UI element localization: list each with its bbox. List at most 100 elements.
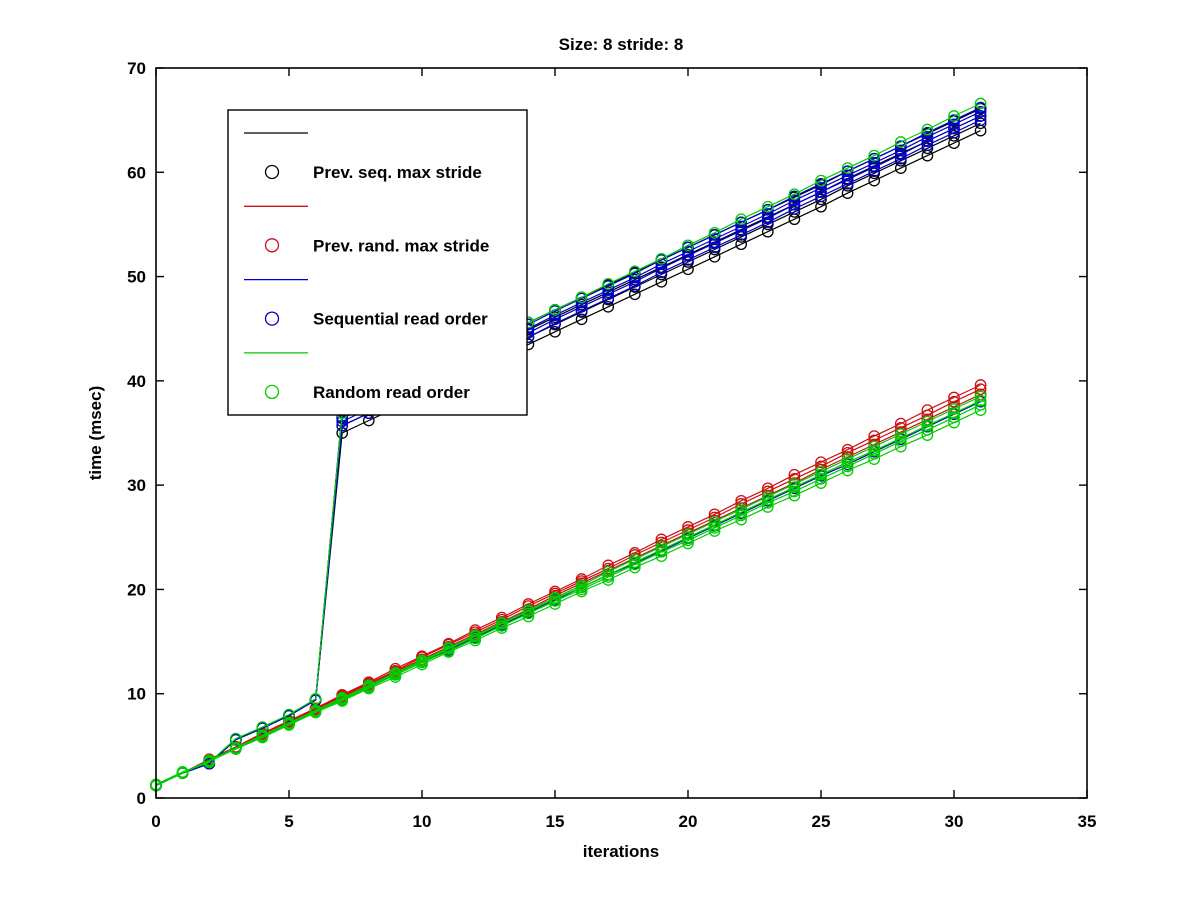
legend-marker-sample bbox=[264, 164, 280, 180]
data-point-marker bbox=[628, 280, 641, 292]
y-tick-label: 30 bbox=[127, 476, 146, 495]
data-point-marker bbox=[894, 148, 907, 161]
data-point-marker bbox=[549, 304, 561, 316]
data-point-marker bbox=[442, 641, 455, 654]
data-point-marker bbox=[655, 262, 668, 275]
data-point-marker bbox=[708, 241, 721, 254]
data-point-marker bbox=[761, 212, 774, 225]
data-point-marker bbox=[628, 271, 641, 284]
data-point-marker bbox=[602, 559, 615, 572]
data-point-marker bbox=[868, 174, 881, 187]
y-tick-label: 20 bbox=[127, 580, 146, 599]
data-point-marker bbox=[522, 598, 535, 610]
x-tick-label: 10 bbox=[413, 812, 432, 831]
data-point-marker bbox=[921, 139, 934, 152]
data-point-marker bbox=[948, 395, 960, 408]
y-tick-label: 10 bbox=[127, 685, 146, 704]
data-point-marker bbox=[921, 135, 934, 147]
data-point-marker bbox=[575, 291, 588, 304]
x-tick-label: 0 bbox=[151, 812, 160, 831]
data-point-marker bbox=[868, 149, 881, 162]
x-tick-label: 35 bbox=[1078, 812, 1097, 831]
data-point-marker bbox=[761, 497, 774, 509]
data-point-marker bbox=[868, 444, 881, 457]
data-point-marker bbox=[708, 226, 721, 239]
data-point-marker bbox=[921, 424, 934, 436]
data-point-marker bbox=[682, 528, 694, 541]
legend-entry: Random read order bbox=[244, 352, 470, 402]
data-point-marker bbox=[761, 482, 774, 495]
legend-entry-label: Prev. rand. max stride bbox=[313, 236, 489, 255]
data-point-marker bbox=[735, 238, 748, 251]
data-point-marker bbox=[948, 126, 960, 139]
legend-entry: Sequential read order bbox=[244, 278, 488, 329]
data-point-marker bbox=[575, 313, 588, 326]
data-point-marker bbox=[841, 443, 854, 456]
data-point-marker bbox=[788, 202, 801, 215]
data-point-marker bbox=[176, 766, 189, 778]
data-point-marker bbox=[788, 478, 801, 490]
data-point-marker bbox=[868, 161, 881, 173]
x-axis-label: iterations bbox=[583, 842, 660, 861]
data-point-marker bbox=[708, 515, 721, 528]
data-point-marker bbox=[602, 292, 615, 305]
legend-marker-sample bbox=[264, 311, 280, 326]
data-point-marker bbox=[974, 101, 987, 114]
data-point-marker bbox=[575, 305, 588, 317]
data-point-marker bbox=[868, 440, 881, 453]
data-point-marker bbox=[894, 162, 907, 174]
data-point-marker bbox=[788, 194, 801, 207]
data-point-marker bbox=[309, 704, 322, 717]
data-point-marker bbox=[815, 465, 827, 478]
data-point-marker bbox=[549, 591, 561, 604]
x-tick-label: 30 bbox=[945, 812, 964, 831]
data-point-marker bbox=[655, 266, 668, 279]
data-point-marker bbox=[948, 403, 960, 415]
data-point-marker bbox=[815, 182, 827, 194]
data-point-marker bbox=[549, 317, 561, 330]
data-point-marker bbox=[948, 114, 960, 126]
data-point-marker bbox=[841, 187, 854, 199]
data-point-marker bbox=[682, 537, 694, 550]
y-tick-label: 70 bbox=[127, 59, 146, 78]
data-point-marker bbox=[894, 136, 907, 148]
data-point-marker bbox=[894, 152, 907, 165]
data-point-marker bbox=[655, 275, 668, 288]
data-point-marker bbox=[868, 448, 881, 460]
data-point-marker bbox=[682, 254, 694, 266]
data-point-marker bbox=[948, 411, 960, 424]
data-point-marker bbox=[761, 490, 774, 503]
data-point-marker bbox=[522, 604, 535, 617]
series-line-prev-rand-trial-3 bbox=[155, 384, 981, 787]
data-point-marker bbox=[549, 585, 561, 598]
data-point-marker bbox=[921, 126, 934, 139]
data-point-marker bbox=[974, 383, 987, 396]
data-point-marker bbox=[948, 110, 960, 122]
data-point-marker bbox=[974, 379, 987, 391]
x-tick-label: 15 bbox=[546, 812, 565, 831]
data-point-marker bbox=[894, 428, 907, 440]
data-point-marker bbox=[283, 708, 295, 721]
data-point-marker bbox=[229, 742, 242, 754]
data-point-marker bbox=[815, 186, 827, 198]
data-point-marker bbox=[894, 432, 907, 445]
data-point-marker bbox=[841, 173, 854, 186]
data-point-marker bbox=[921, 123, 934, 136]
data-point-marker bbox=[948, 391, 960, 404]
data-point-marker bbox=[788, 188, 801, 201]
data-point-marker bbox=[708, 250, 721, 263]
data-point-marker bbox=[815, 473, 827, 485]
data-point-marker bbox=[815, 456, 827, 469]
data-point-marker bbox=[735, 503, 748, 515]
x-tick-label: 20 bbox=[679, 812, 698, 831]
legend-entry: Prev. rand. max stride bbox=[244, 205, 489, 255]
data-point-marker bbox=[708, 518, 721, 531]
data-point-marker bbox=[628, 553, 641, 566]
data-point-marker bbox=[362, 679, 375, 692]
legend: Prev. seq. max stride Prev. rand. max str… bbox=[227, 109, 528, 416]
data-point-marker bbox=[283, 717, 295, 729]
data-point-marker bbox=[894, 140, 907, 153]
data-point-marker bbox=[682, 239, 694, 252]
data-point-marker bbox=[575, 579, 588, 592]
